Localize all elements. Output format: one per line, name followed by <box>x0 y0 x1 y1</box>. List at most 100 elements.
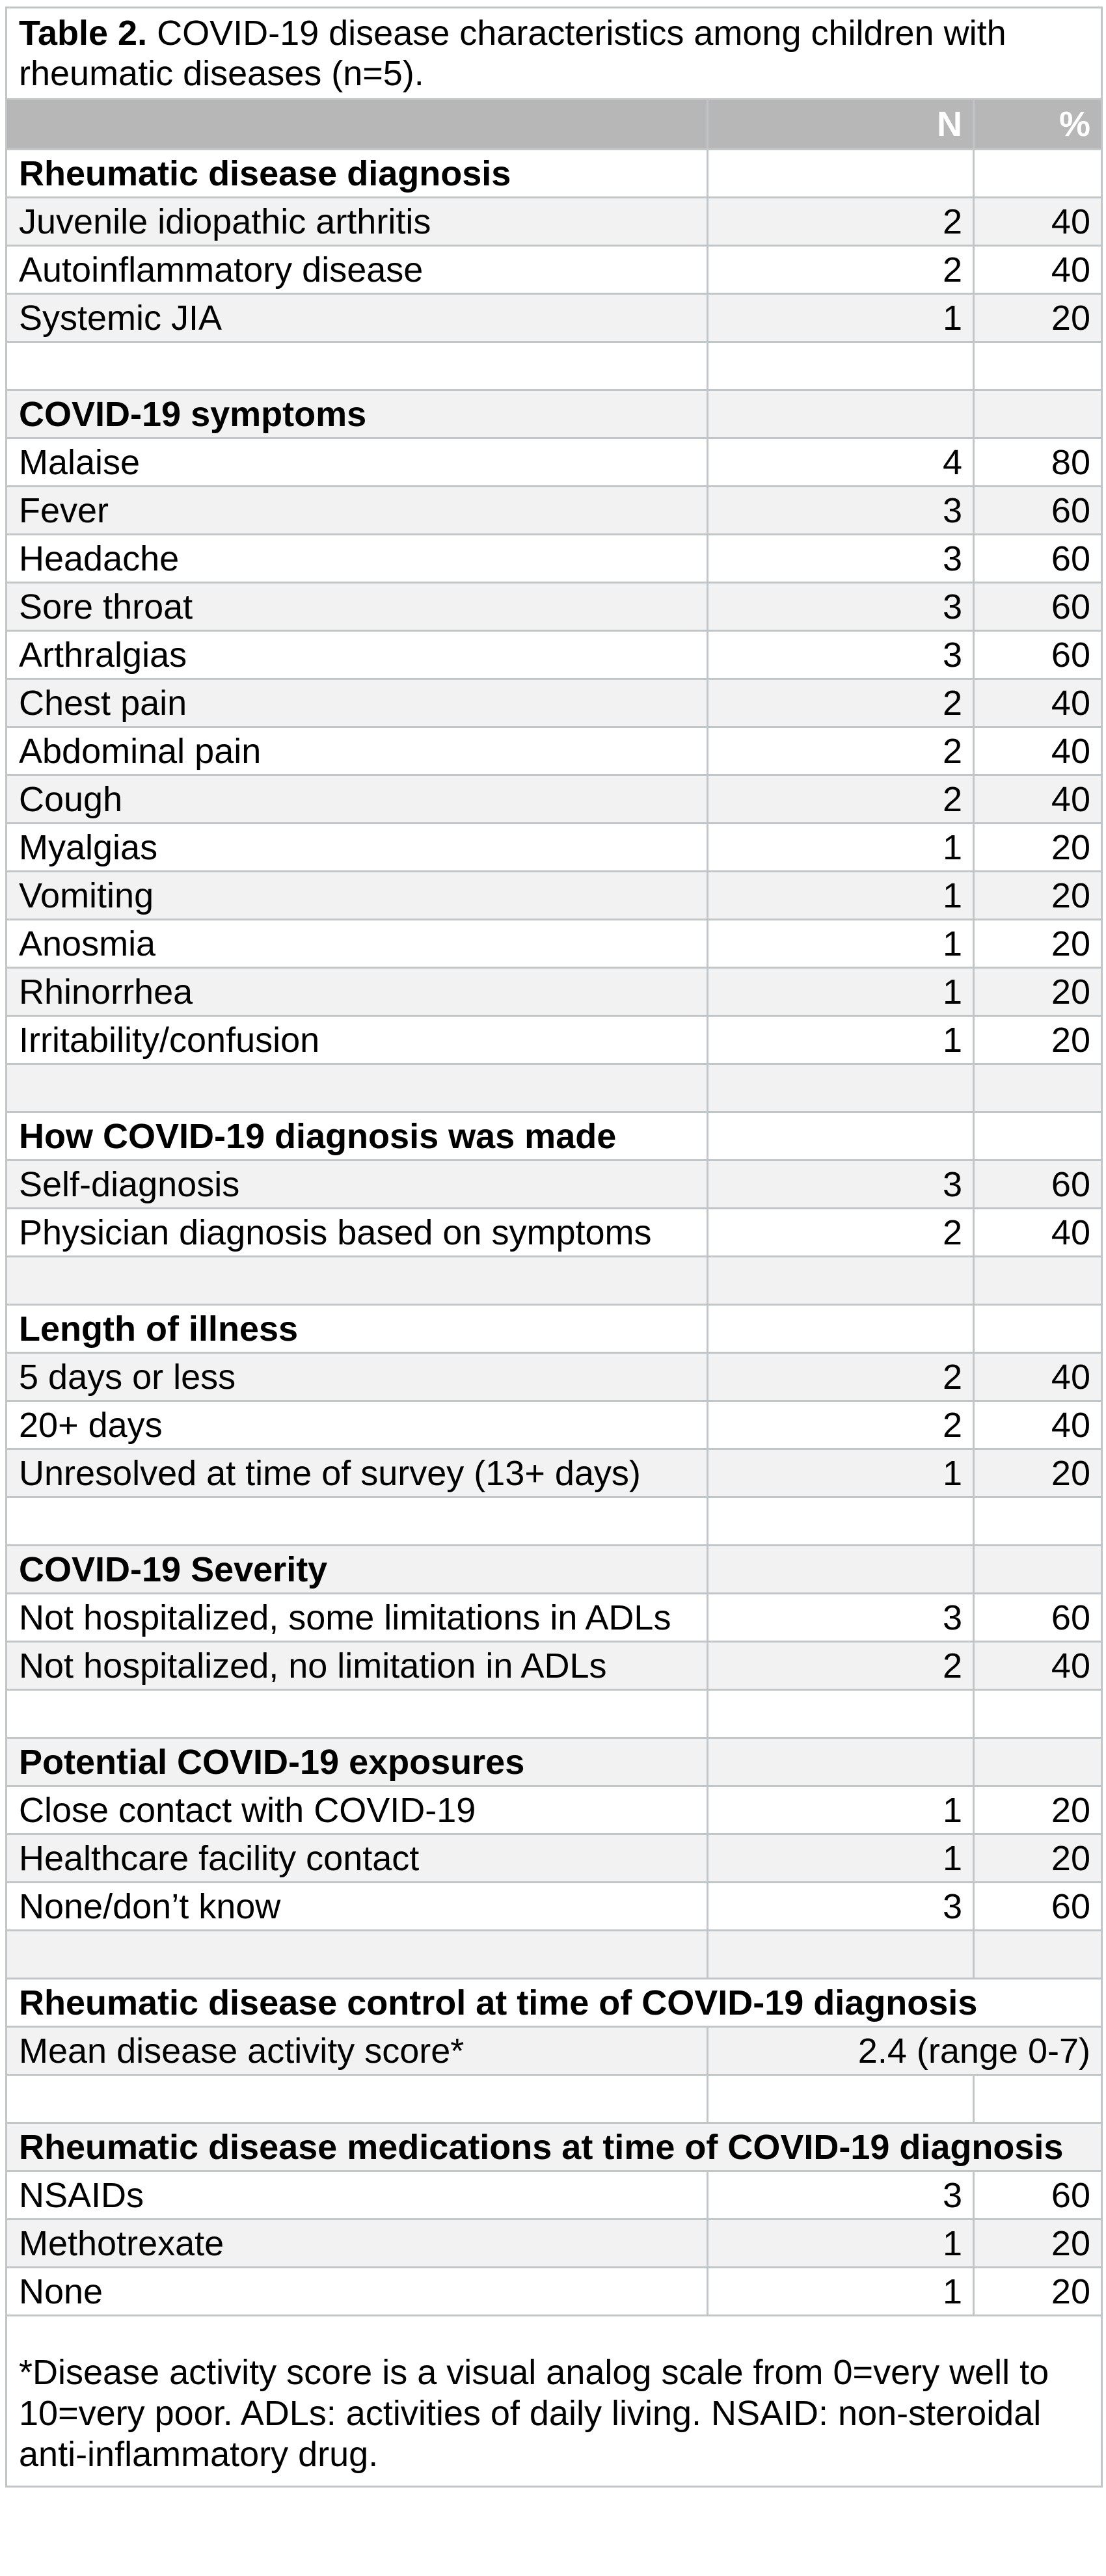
row-label: Anosmia <box>5 919 708 969</box>
row-pct-value: 40 <box>973 678 1103 728</box>
section-row-rheumatic-disease-diagnosis: Rheumatic disease diagnosis <box>5 148 1103 198</box>
column-header-row: N % <box>5 98 1103 150</box>
empty-cell <box>707 1496 975 1546</box>
row-n-value: 2 <box>707 1207 975 1257</box>
row-pct-value: 60 <box>973 2170 1103 2220</box>
row-label: Unresolved at time of survey (13+ days) <box>5 1448 708 1498</box>
empty-cell <box>707 1255 975 1306</box>
empty-cell <box>973 341 1103 391</box>
row-pct-value: 20 <box>973 870 1103 920</box>
row-label: NSAIDs <box>5 2170 708 2220</box>
row-pct-value: 40 <box>973 1352 1103 1402</box>
row-pct-value: 20 <box>973 1448 1103 1498</box>
data-row: Vomiting 1 20 <box>5 870 1103 920</box>
data-row: Irritability/confusion 1 20 <box>5 1015 1103 1065</box>
row-n-value: 3 <box>707 1159 975 1209</box>
spacer-row <box>5 1496 1103 1546</box>
row-pct-value: 40 <box>973 1641 1103 1691</box>
section-label: COVID-19 Severity <box>5 1544 708 1594</box>
spacer-row <box>5 2074 1103 2124</box>
empty-cell <box>707 148 975 198</box>
empty-cell <box>5 2074 708 2124</box>
data-row: Sore throat 3 60 <box>5 582 1103 632</box>
row-n-value: 1 <box>707 1833 975 1883</box>
row-label: Vomiting <box>5 870 708 920</box>
row-label: Myalgias <box>5 822 708 872</box>
row-pct-value: 60 <box>973 1592 1103 1643</box>
title-row: Table 2. COVID-19 disease characteristic… <box>5 7 1103 100</box>
section-label: Rheumatic disease medications at time of… <box>5 2122 1103 2172</box>
table-title-text: COVID-19 disease characteristics among c… <box>19 14 1006 93</box>
empty-cell <box>973 148 1103 198</box>
data-row: Fever 3 60 <box>5 485 1103 535</box>
data-row: Myalgias 1 20 <box>5 822 1103 872</box>
data-row-mean-disease-activity: Mean disease activity score* 2.4 (range 0… <box>5 2026 1103 2076</box>
row-n-value: 2 <box>707 1641 975 1691</box>
empty-cell <box>707 1737 975 1787</box>
data-row: Cough 2 40 <box>5 774 1103 824</box>
empty-cell <box>5 1689 708 1739</box>
empty-cell <box>5 1255 708 1306</box>
data-row: None 1 20 <box>5 2266 1103 2316</box>
section-row-disease-control: Rheumatic disease control at time of COV… <box>5 1978 1103 2028</box>
data-row: Unresolved at time of survey (13+ days) 1… <box>5 1448 1103 1498</box>
row-label: Methotrexate <box>5 2218 708 2268</box>
section-row-length-of-illness: Length of illness <box>5 1304 1103 1354</box>
row-n-value: 1 <box>707 2266 975 2316</box>
row-n-value: 2 <box>707 726 975 776</box>
section-row-covid-severity: COVID-19 Severity <box>5 1544 1103 1594</box>
section-label: Rheumatic disease diagnosis <box>5 148 708 198</box>
section-label: Length of illness <box>5 1304 708 1354</box>
table-title-prefix: Table 2. <box>19 14 148 53</box>
empty-cell <box>707 2074 975 2124</box>
spacer-row <box>5 1255 1103 1306</box>
row-n-value: 3 <box>707 485 975 535</box>
data-row: Headache 3 60 <box>5 533 1103 584</box>
data-row: Not hospitalized, some limitations in AD… <box>5 1592 1103 1643</box>
row-label: Self-diagnosis <box>5 1159 708 1209</box>
empty-cell <box>973 1689 1103 1739</box>
empty-cell <box>973 1255 1103 1306</box>
section-label: COVID-19 symptoms <box>5 389 708 439</box>
section-row-potential-exposures: Potential COVID-19 exposures <box>5 1737 1103 1787</box>
section-label: Potential COVID-19 exposures <box>5 1737 708 1787</box>
row-pct-value: 40 <box>973 726 1103 776</box>
row-label: Headache <box>5 533 708 584</box>
row-pct-value: 20 <box>973 822 1103 872</box>
data-row: Chest pain 2 40 <box>5 678 1103 728</box>
row-n-value: 2 <box>707 245 975 295</box>
empty-cell <box>707 1544 975 1594</box>
row-label: Sore throat <box>5 582 708 632</box>
column-header-blank <box>5 98 708 150</box>
empty-cell <box>973 389 1103 439</box>
data-row: Autoinflammatory disease 2 40 <box>5 245 1103 295</box>
row-label: Fever <box>5 485 708 535</box>
row-label: Arthralgias <box>5 630 708 680</box>
merged-value-cell: 2.4 (range 0-7) <box>707 2026 1103 2076</box>
row-label: Physician diagnosis based on symptoms <box>5 1207 708 1257</box>
section-row-medications: Rheumatic disease medications at time of… <box>5 2122 1103 2172</box>
row-n-value: 2 <box>707 196 975 247</box>
row-n-value: 1 <box>707 967 975 1017</box>
row-pct-value: 20 <box>973 1833 1103 1883</box>
row-label: Autoinflammatory disease <box>5 245 708 295</box>
data-row: Anosmia 1 20 <box>5 919 1103 969</box>
section-label: Rheumatic disease control at time of COV… <box>5 1978 1103 2028</box>
table-title: Table 2. COVID-19 disease characteristic… <box>5 7 1103 100</box>
row-label: Not hospitalized, no limitation in ADLs <box>5 1641 708 1691</box>
data-row: Malaise 4 80 <box>5 437 1103 487</box>
row-n-value: 2 <box>707 774 975 824</box>
data-row: 5 days or less 2 40 <box>5 1352 1103 1402</box>
spacer-row <box>5 1929 1103 1979</box>
empty-cell <box>5 341 708 391</box>
empty-cell <box>973 1737 1103 1787</box>
empty-cell <box>973 1496 1103 1546</box>
spacer-row <box>5 1063 1103 1113</box>
column-header-pct: % <box>973 98 1103 150</box>
empty-cell <box>973 2074 1103 2124</box>
footnote-row: *Disease activity score is a visual anal… <box>5 2314 1103 2488</box>
row-n-value: 1 <box>707 2218 975 2268</box>
row-n-value: 2 <box>707 1352 975 1402</box>
row-n-value: 1 <box>707 293 975 343</box>
row-pct-value: 20 <box>973 2218 1103 2268</box>
